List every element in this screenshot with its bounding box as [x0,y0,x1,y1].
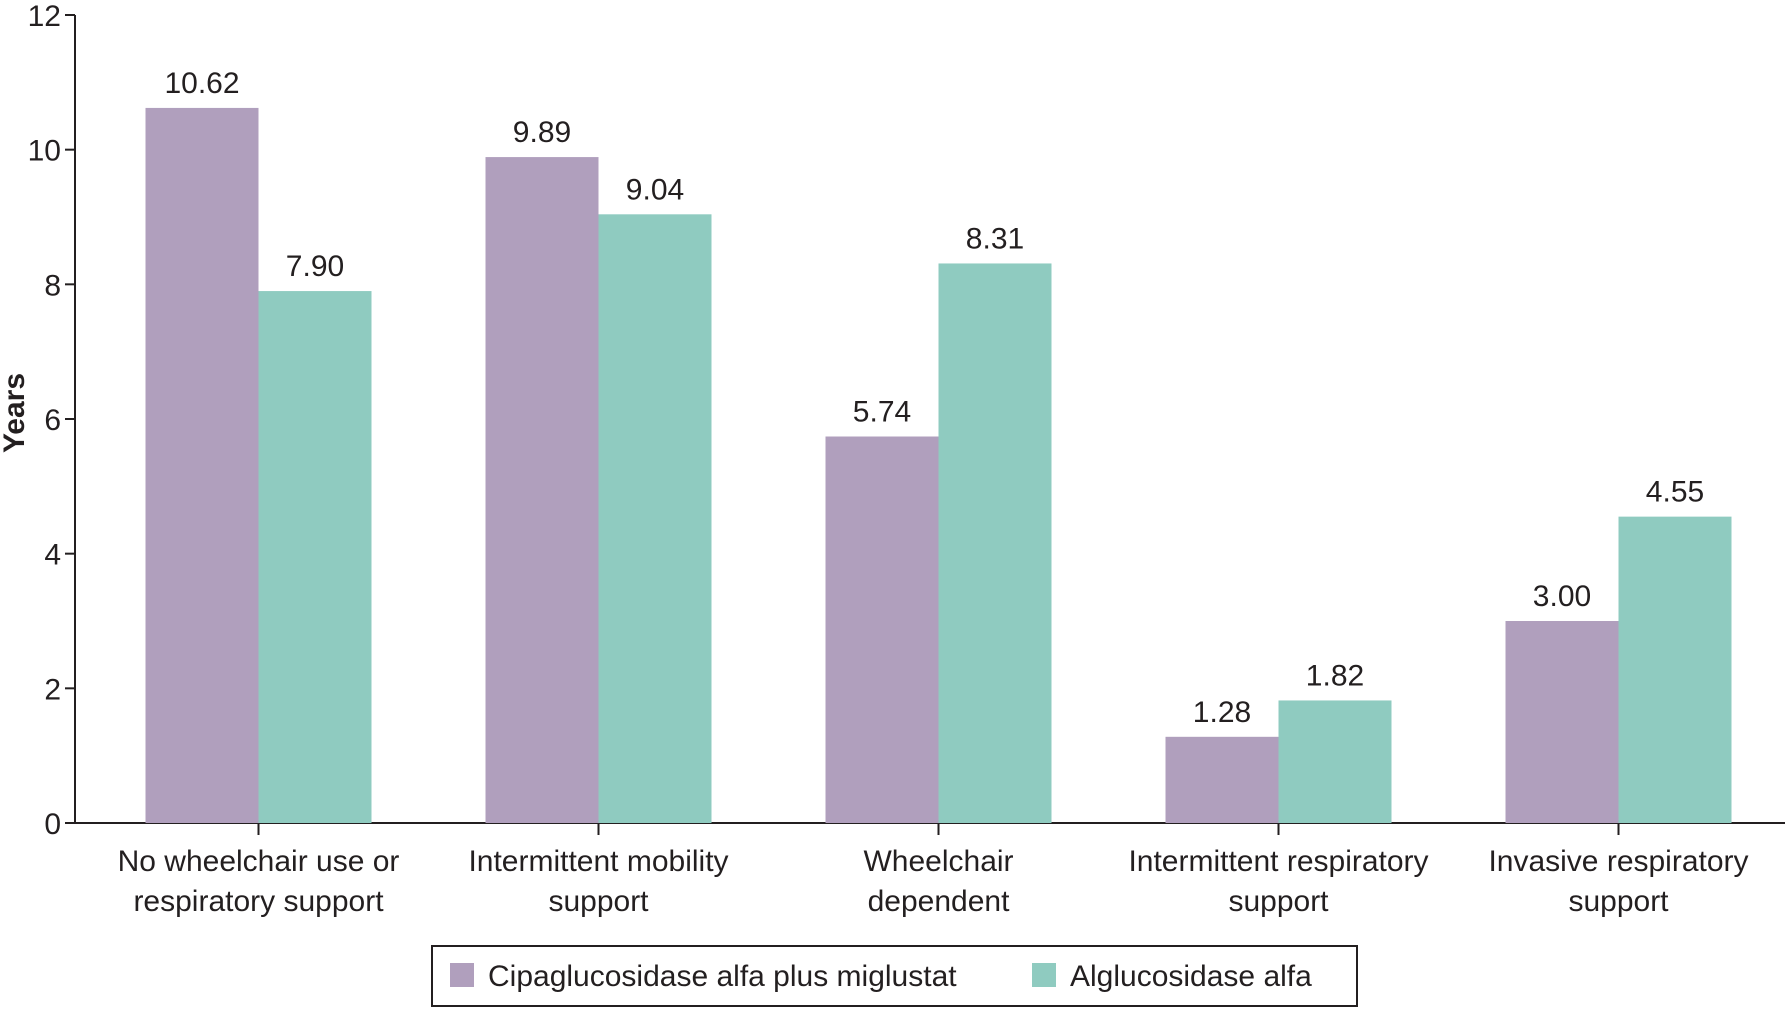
y-tick-label: 2 [44,673,61,706]
data-label: 10.62 [164,67,239,100]
data-label: 1.28 [1193,696,1251,729]
bar-series-2 [598,214,712,824]
bar-series-1 [825,436,939,823]
x-tick-label: support [548,885,649,918]
legend-swatch [450,963,474,987]
y-tick-label: 0 [44,808,61,841]
y-axis-label: Years [0,373,31,453]
x-tick-label: support [1228,885,1329,918]
y-tick-label: 6 [44,404,61,437]
legend-label: Alglucosidase alfa [1070,960,1312,993]
data-label: 4.55 [1646,476,1704,509]
bar-series-2 [1618,516,1732,823]
data-label: 7.90 [286,250,344,283]
y-tick-label: 12 [28,0,61,33]
bar-series-1 [145,107,259,824]
data-label: 9.04 [626,173,684,206]
bar-series-2 [1278,700,1392,823]
x-tick-label: No wheelchair use or [118,845,400,878]
x-tick-label: Intermittent mobility [468,845,728,878]
x-tick-label: Intermittent respiratory [1128,845,1428,878]
y-tick-label: 10 [28,135,61,168]
x-tick-label: Invasive respiratory [1488,845,1748,878]
bar-series-2 [938,263,1052,824]
legend-box [431,945,1358,1007]
data-label: 1.82 [1306,659,1364,692]
x-tick-label: Wheelchair [863,845,1013,878]
bar-series-1 [1505,621,1619,823]
data-label: 3.00 [1533,580,1591,613]
legend-swatch [1032,963,1056,987]
bar-series-1 [1165,736,1279,823]
data-label: 9.89 [513,116,571,149]
legend-label: Cipaglucosidase alfa plus miglustat [488,960,957,993]
bar-series-1 [485,157,599,823]
bar-series-2 [258,291,372,824]
data-label: 5.74 [853,396,911,429]
x-tick-label: respiratory support [133,885,384,918]
x-tick-label: dependent [868,885,1010,918]
y-tick-label: 4 [44,539,61,572]
y-tick-label: 8 [44,269,61,302]
x-tick-label: support [1568,885,1669,918]
data-label: 8.31 [966,222,1024,255]
